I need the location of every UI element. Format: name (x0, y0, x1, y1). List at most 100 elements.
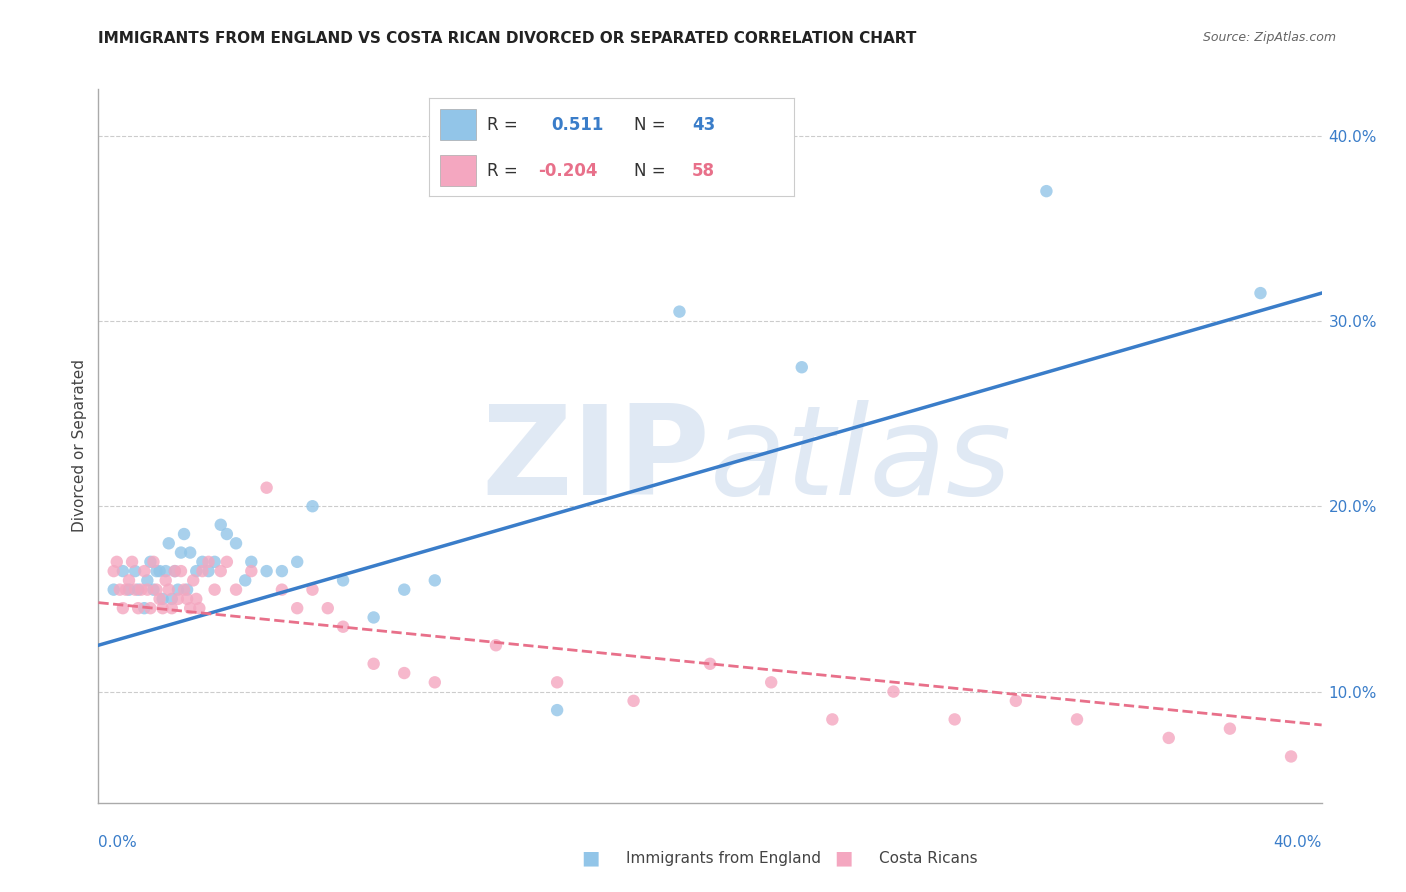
Point (204, 555, 226, 569)
Point (759, 675, 782, 690)
Point (103, 564, 125, 578)
Point (332, 620, 354, 634)
Point (197, 555, 219, 569)
Point (149, 591, 172, 606)
Point (285, 555, 308, 569)
Point (108, 582, 131, 597)
Point (155, 574, 177, 588)
Point (167, 591, 190, 606)
Text: -0.204: -0.204 (538, 161, 598, 179)
Point (127, 582, 149, 597)
Point (301, 582, 323, 597)
Point (134, 564, 156, 578)
Point (152, 591, 174, 606)
Point (240, 555, 263, 569)
Point (546, 675, 568, 690)
Point (392, 666, 416, 681)
Point (142, 582, 165, 597)
Point (136, 574, 159, 588)
Point (179, 601, 201, 615)
Y-axis label: Divorced or Separated: Divorced or Separated (72, 359, 87, 533)
Point (176, 591, 198, 606)
Point (115, 582, 138, 597)
Point (1249, 286, 1271, 301)
Point (139, 555, 162, 569)
Point (157, 536, 180, 550)
Point (121, 555, 143, 569)
Point (157, 582, 180, 597)
Text: N =: N = (634, 161, 671, 179)
Point (270, 582, 292, 597)
Point (485, 638, 508, 652)
Point (105, 555, 128, 569)
Point (103, 582, 125, 597)
Point (363, 657, 385, 671)
Point (623, 694, 645, 708)
Text: N =: N = (634, 116, 671, 134)
Point (170, 564, 193, 578)
Point (256, 564, 278, 578)
Text: atlas: atlas (710, 400, 1012, 521)
Point (215, 555, 238, 569)
Point (225, 582, 247, 597)
Point (163, 564, 186, 578)
Point (167, 582, 190, 597)
FancyBboxPatch shape (440, 109, 477, 140)
Point (173, 582, 195, 597)
Text: 43: 43 (692, 116, 716, 134)
Point (188, 601, 211, 615)
Point (233, 574, 256, 588)
Point (191, 555, 214, 569)
Text: ZIP: ZIP (481, 400, 710, 521)
Text: IMMIGRANTS FROM ENGLAND VS COSTA RICAN DIVORCED OR SEPARATED CORRELATION CHART: IMMIGRANTS FROM ENGLAND VS COSTA RICAN D… (98, 31, 917, 46)
Point (186, 591, 208, 606)
Text: Immigrants from England: Immigrants from England (626, 851, 821, 865)
Point (155, 564, 177, 578)
Point (392, 582, 416, 597)
Point (134, 601, 156, 615)
Point (118, 574, 141, 588)
Point (790, 360, 813, 375)
Text: 0.511: 0.511 (551, 116, 603, 134)
Text: ■: ■ (581, 848, 600, 868)
Point (270, 564, 292, 578)
FancyBboxPatch shape (440, 155, 477, 186)
Point (546, 703, 568, 717)
Point (129, 582, 152, 597)
Point (883, 684, 905, 698)
Point (240, 564, 263, 578)
Point (204, 582, 226, 597)
Point (186, 564, 208, 578)
Point (191, 564, 214, 578)
Text: 58: 58 (692, 161, 716, 179)
Point (139, 601, 162, 615)
Point (1279, 749, 1302, 764)
Text: ■: ■ (834, 848, 853, 868)
Point (1219, 722, 1241, 736)
Point (209, 564, 232, 578)
Point (1004, 694, 1026, 708)
Point (163, 564, 186, 578)
Point (142, 555, 165, 569)
Point (699, 657, 721, 671)
Point (179, 545, 201, 559)
Point (173, 527, 195, 541)
Text: Source: ZipAtlas.com: Source: ZipAtlas.com (1202, 31, 1336, 45)
Point (118, 582, 141, 597)
Text: 40.0%: 40.0% (1274, 836, 1322, 850)
Point (145, 564, 167, 578)
Point (1035, 184, 1057, 198)
Point (256, 481, 278, 495)
Text: R =: R = (488, 116, 529, 134)
Point (136, 582, 159, 597)
Point (111, 601, 134, 615)
Text: R =: R = (488, 161, 523, 179)
Point (152, 601, 174, 615)
Point (225, 536, 247, 550)
Point (363, 610, 385, 624)
Point (215, 527, 238, 541)
Point (1157, 731, 1180, 745)
Point (197, 564, 219, 578)
Point (423, 574, 446, 588)
Point (301, 500, 323, 514)
